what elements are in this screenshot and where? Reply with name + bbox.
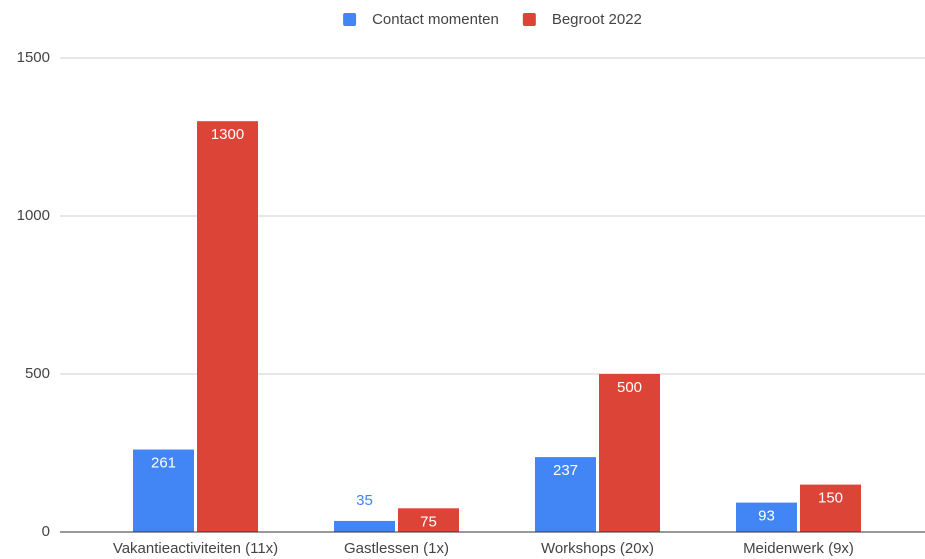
bar xyxy=(599,374,660,532)
x-tick-label: Workshops (20x) xyxy=(541,540,654,557)
data-label: 93 xyxy=(758,508,775,525)
bar xyxy=(800,484,861,532)
bar xyxy=(133,449,194,532)
data-label: 150 xyxy=(818,490,843,507)
data-label: 1300 xyxy=(211,126,244,143)
bar xyxy=(197,121,258,532)
y-tick-label: 0 xyxy=(42,523,50,540)
bar xyxy=(736,502,797,532)
y-tick-label: 1000 xyxy=(17,207,50,224)
bar xyxy=(398,508,459,532)
data-label: 75 xyxy=(420,513,437,530)
x-tick-label: Gastlessen (1x) xyxy=(344,540,449,557)
data-label: 35 xyxy=(356,492,373,509)
legend-label: Begroot 2022 xyxy=(552,11,642,28)
legend-label: Contact momenten xyxy=(372,11,499,28)
legend-swatch xyxy=(343,13,357,26)
data-label: 237 xyxy=(553,462,578,479)
x-tick-label: Meidenwerk (9x) xyxy=(743,540,854,557)
legend-swatch xyxy=(522,13,536,26)
data-label: 261 xyxy=(151,454,176,471)
y-tick-label: 1500 xyxy=(17,49,50,66)
bar xyxy=(535,457,596,532)
x-tick-label: Vakantieactiviteiten (11x) xyxy=(113,540,278,557)
data-label: 500 xyxy=(617,379,642,396)
bar xyxy=(334,520,395,532)
y-tick-label: 500 xyxy=(25,365,50,382)
